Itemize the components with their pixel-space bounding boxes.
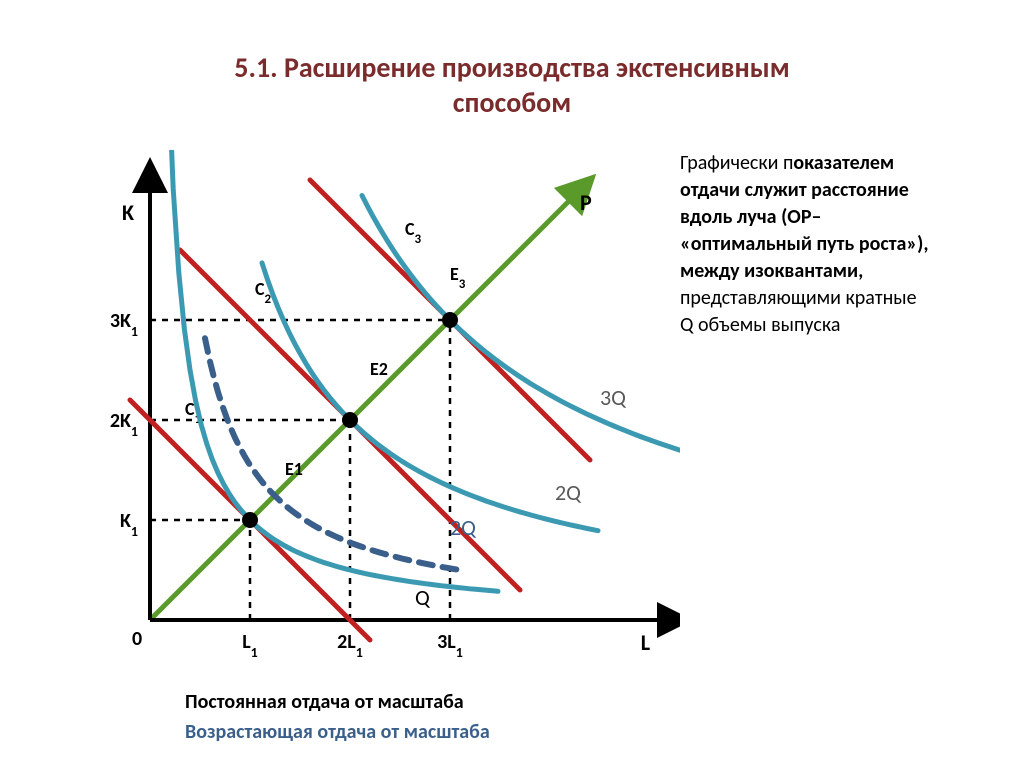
svg-text:K: K: [122, 199, 134, 226]
svg-text:2Q: 2Q: [555, 479, 582, 506]
svg-text:2K1: 2K1: [110, 409, 138, 440]
isoquant-chart: C1C2C3Q2Q3Q2QE1E2E3LK0L12L13L1K12K13K1P: [60, 150, 680, 680]
caption-constant-returns: Постоянная отдача от масштаба: [185, 690, 464, 714]
svg-text:3K1: 3K1: [110, 309, 138, 340]
chart-title: 5.1. Расширение производства экстенсивны…: [0, 50, 1024, 120]
title-line-1: 5.1. Расширение производства экстенсивны…: [234, 50, 789, 85]
svg-text:L1: L1: [242, 630, 258, 661]
svg-text:E3: E3: [450, 263, 466, 292]
svg-text:3Q: 3Q: [600, 384, 627, 411]
svg-text:2Q: 2Q: [450, 514, 477, 541]
svg-text:E1: E1: [285, 458, 303, 480]
caption-increasing-returns: Возрастающая отдача от масштаба: [185, 720, 490, 744]
svg-text:2L1: 2L1: [337, 630, 363, 661]
svg-text:L: L: [641, 629, 650, 656]
svg-text:3L1: 3L1: [437, 630, 463, 661]
svg-text:0: 0: [132, 627, 142, 651]
svg-text:C3: C3: [405, 218, 422, 247]
svg-text:E2: E2: [370, 358, 388, 380]
title-line-2: способом: [453, 85, 571, 120]
svg-text:K1: K1: [120, 509, 138, 540]
svg-text:P: P: [580, 189, 592, 216]
svg-text:Q: Q: [415, 584, 431, 611]
side-description: Графически показателем отдачи служит рас…: [680, 150, 1000, 339]
